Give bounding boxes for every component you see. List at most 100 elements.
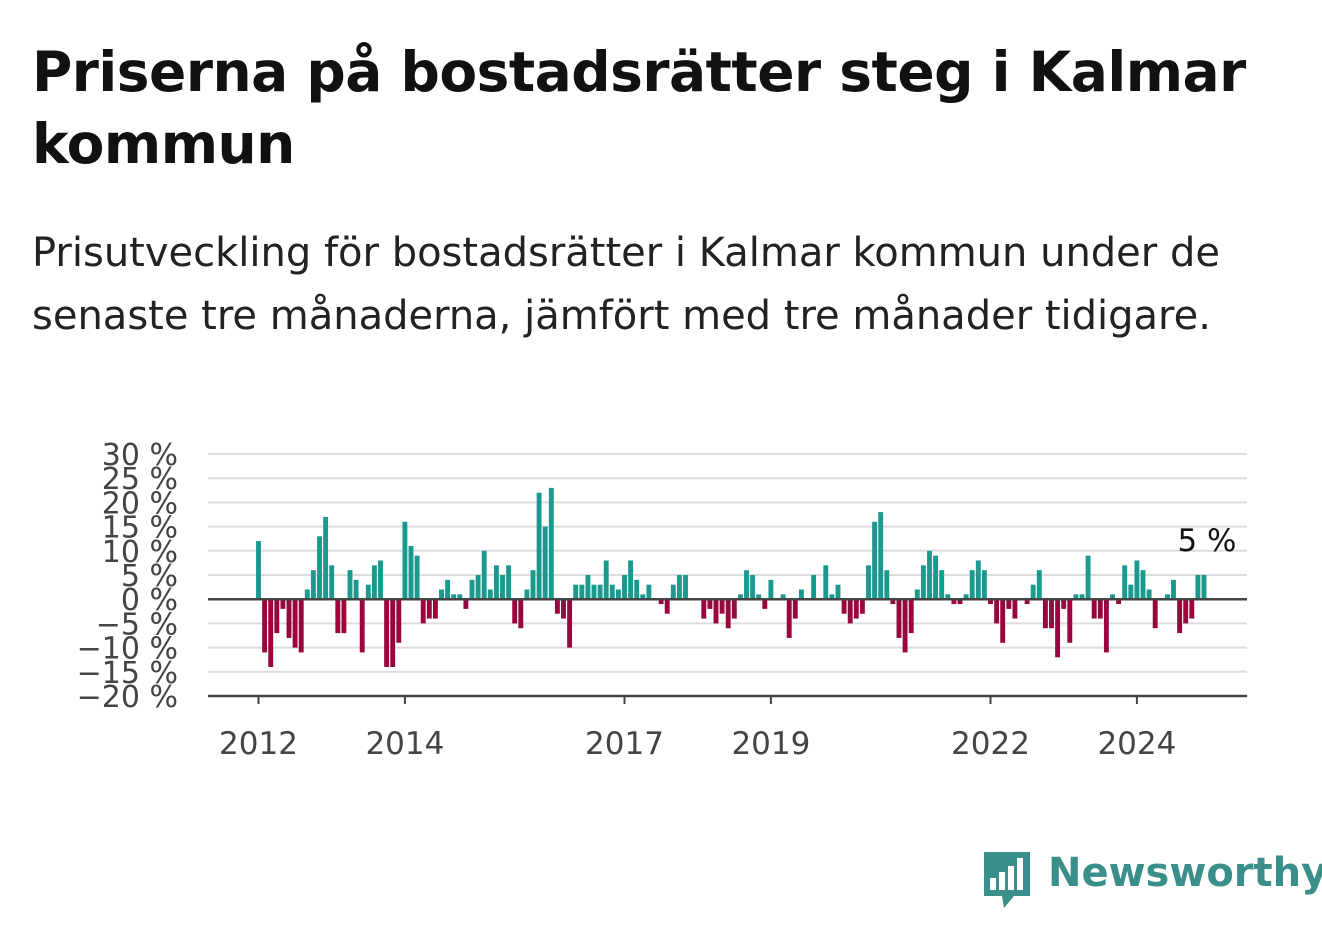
data-bar — [872, 521, 878, 600]
data-bar — [951, 599, 957, 605]
data-bar — [1134, 560, 1140, 600]
bar-chart: 30 %25 %20 %15 %10 %5 %0 %−5 %−10 %−15 %… — [77, 438, 1247, 762]
data-bar — [884, 570, 890, 600]
data-bar — [286, 599, 292, 638]
data-bar — [823, 565, 829, 600]
data-bar — [402, 521, 408, 600]
data-bar — [475, 575, 481, 600]
data-bar — [512, 599, 518, 624]
data-bar — [256, 541, 261, 600]
data-bar — [920, 565, 926, 600]
last-value-label: 5 % — [1177, 523, 1236, 559]
data-bar — [1103, 599, 1109, 653]
data-bar — [628, 560, 634, 600]
data-bar — [310, 570, 316, 600]
data-bar — [683, 575, 688, 600]
data-bar — [737, 594, 743, 600]
data-bar — [591, 584, 597, 600]
data-bar — [902, 599, 908, 653]
data-bar — [1201, 575, 1207, 600]
x-tick-label: 2024 — [1097, 726, 1176, 762]
chart-title: Priserna på bostadsrätter steg i Kalmar … — [32, 40, 1246, 176]
data-bar — [1073, 594, 1079, 600]
y-tick-label: 20 % — [102, 486, 178, 521]
data-bar — [530, 570, 536, 600]
data-bar — [1122, 565, 1128, 600]
data-bar — [280, 599, 286, 609]
data-bar — [622, 575, 627, 600]
data-bar — [451, 594, 457, 600]
data-bar — [1055, 599, 1061, 658]
data-bar — [890, 599, 896, 605]
data-bar — [1006, 599, 1012, 609]
data-bar — [768, 579, 774, 600]
data-bar — [701, 599, 707, 619]
data-bar — [969, 570, 975, 600]
y-tick-label: 30 % — [102, 438, 178, 473]
data-bar — [365, 584, 371, 600]
data-bar — [500, 575, 505, 600]
data-bar — [1061, 599, 1067, 609]
data-bar — [292, 599, 298, 648]
data-bar — [1085, 555, 1091, 600]
data-bar — [487, 589, 493, 600]
data-bar — [658, 599, 664, 605]
data-bar — [609, 584, 615, 600]
data-bar — [1042, 599, 1048, 629]
data-bar — [542, 526, 548, 600]
data-bar — [792, 599, 798, 619]
data-bar — [384, 599, 390, 667]
x-tick-label: 2012 — [219, 726, 298, 762]
data-bar — [597, 584, 603, 600]
data-bar — [341, 599, 347, 634]
data-bar — [548, 487, 554, 600]
data-bar — [268, 599, 274, 667]
data-bar — [988, 599, 993, 605]
y-tick-label: 15 % — [102, 511, 178, 546]
data-bar — [518, 599, 524, 629]
data-bar — [317, 536, 322, 600]
data-bar — [1000, 599, 1006, 643]
data-bar — [634, 579, 640, 600]
data-bar — [1036, 570, 1042, 600]
data-bar — [713, 599, 719, 624]
data-bar — [359, 599, 365, 653]
data-bar — [786, 599, 792, 638]
data-bar — [1177, 599, 1183, 634]
data-bar — [1164, 594, 1170, 600]
newsworthy-logo-icon — [984, 852, 1030, 908]
data-bar — [567, 599, 573, 648]
data-bar — [1140, 570, 1146, 600]
data-bar — [927, 550, 932, 600]
data-bar — [304, 589, 310, 600]
data-bar — [561, 599, 566, 619]
data-bar — [615, 589, 621, 600]
x-tick-label: 2019 — [731, 726, 810, 762]
data-bar — [323, 516, 329, 600]
data-bar — [524, 589, 530, 600]
data-bar — [847, 599, 853, 624]
data-bar — [908, 599, 914, 634]
y-tick-label: −10 % — [77, 632, 178, 667]
data-bar — [664, 599, 670, 614]
y-tick-label: 0 % — [121, 583, 178, 618]
data-bar — [414, 555, 420, 600]
y-tick-label: −5 % — [96, 607, 178, 642]
data-bar — [554, 599, 560, 614]
data-bar — [829, 594, 835, 600]
data-bar — [811, 575, 817, 600]
data-bar — [866, 565, 871, 600]
data-bar — [963, 594, 969, 600]
data-bar — [481, 550, 487, 600]
data-bar — [975, 560, 981, 600]
data-bar — [756, 594, 762, 600]
data-bar — [707, 599, 713, 609]
data-bar — [1189, 599, 1195, 619]
data-bar — [841, 599, 847, 614]
data-bar — [262, 599, 268, 653]
data-bar — [1128, 584, 1134, 600]
data-bar — [1183, 599, 1189, 624]
data-bar — [762, 599, 768, 609]
data-bar — [1152, 599, 1158, 629]
data-bar — [396, 599, 402, 643]
